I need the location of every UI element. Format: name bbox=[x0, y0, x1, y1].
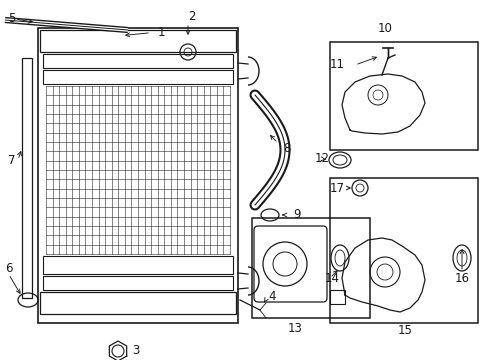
Bar bbox=[329, 290, 345, 304]
Text: 3: 3 bbox=[132, 345, 139, 357]
Text: 2: 2 bbox=[187, 9, 195, 22]
Bar bbox=[43, 70, 232, 84]
Text: 4: 4 bbox=[267, 289, 275, 302]
Bar bbox=[40, 292, 236, 314]
Bar bbox=[38, 28, 238, 323]
Bar bbox=[22, 58, 32, 298]
Text: 10: 10 bbox=[377, 22, 392, 35]
Text: 8: 8 bbox=[283, 141, 290, 154]
Bar bbox=[329, 178, 477, 323]
Text: 15: 15 bbox=[397, 324, 411, 337]
Bar bbox=[40, 30, 236, 52]
Text: 9: 9 bbox=[292, 208, 300, 221]
Bar bbox=[43, 276, 232, 290]
Text: 17: 17 bbox=[329, 181, 345, 194]
Text: 6: 6 bbox=[5, 261, 13, 274]
Text: 5: 5 bbox=[8, 12, 15, 24]
Bar bbox=[43, 256, 232, 274]
Text: 7: 7 bbox=[8, 153, 16, 166]
Text: 13: 13 bbox=[287, 321, 302, 334]
Bar bbox=[43, 54, 232, 68]
Text: 16: 16 bbox=[453, 271, 468, 284]
Text: 12: 12 bbox=[314, 152, 329, 165]
Bar bbox=[251, 218, 369, 318]
Bar bbox=[329, 42, 477, 150]
Text: 1: 1 bbox=[158, 26, 165, 39]
Text: 11: 11 bbox=[329, 58, 345, 72]
Text: 14: 14 bbox=[325, 271, 339, 284]
